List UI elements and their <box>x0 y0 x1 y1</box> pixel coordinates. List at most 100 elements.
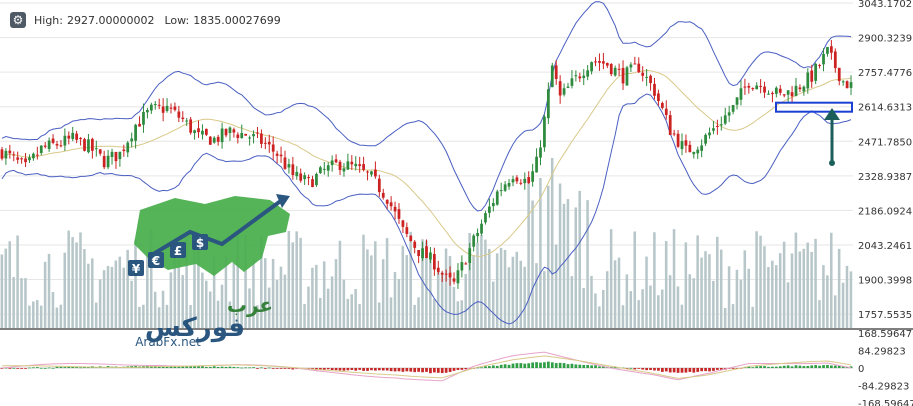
macd-bar <box>759 366 762 368</box>
volume-bar <box>723 307 727 328</box>
volume-bar <box>393 271 397 328</box>
candle-body <box>181 117 185 120</box>
candle-body <box>657 93 660 102</box>
volume-bar <box>98 279 102 328</box>
candle-body <box>244 133 248 136</box>
volume-bar <box>330 276 334 328</box>
volume-bar <box>346 298 350 328</box>
volume-bar <box>672 229 676 328</box>
macd-bar <box>566 364 570 368</box>
candle-body <box>539 147 542 158</box>
volume-bar <box>696 235 699 328</box>
macd-bar <box>405 368 409 372</box>
macd-bar <box>700 368 704 372</box>
macd-bar <box>590 365 593 368</box>
volume-bar <box>472 255 475 328</box>
candle-body <box>279 154 283 157</box>
candle-body <box>20 158 23 160</box>
macd-bar <box>637 368 641 369</box>
macd-bar <box>8 368 12 369</box>
macd-bar <box>653 368 656 371</box>
candle-body <box>165 105 169 111</box>
chart-header: ⚙ High: 2927.00000002 Low: 1835.00027699 <box>10 10 291 30</box>
macd-bar <box>664 368 668 372</box>
candle-body <box>837 67 841 81</box>
macd-bar <box>480 367 483 369</box>
macd-bar <box>582 364 586 368</box>
macd-bar <box>322 368 326 370</box>
volume-bar <box>692 278 695 328</box>
macd-bar <box>539 362 542 368</box>
dollar-icon <box>192 234 208 250</box>
candle-body <box>346 161 350 170</box>
volume-bar <box>118 256 122 328</box>
candle-body <box>696 149 700 154</box>
volume-bar <box>279 266 283 328</box>
volume-bar <box>586 200 589 328</box>
volume-bar <box>578 190 581 328</box>
candle-body <box>381 192 385 198</box>
candle-body <box>771 92 774 95</box>
macd-bar <box>20 368 23 369</box>
volume-bar <box>326 288 330 328</box>
candle-body <box>507 182 511 187</box>
macd-bar <box>169 366 173 368</box>
volume-bar <box>397 278 401 328</box>
volume-bar <box>637 300 640 328</box>
macd-bar <box>55 366 59 368</box>
candle-body <box>747 85 751 88</box>
candle-body <box>401 220 405 227</box>
macd-bar <box>401 368 405 372</box>
volume-bar <box>208 291 212 328</box>
volume-bar <box>169 272 173 328</box>
volume-bar <box>719 249 723 328</box>
volume-bar <box>303 303 306 328</box>
volume-bar <box>712 280 715 328</box>
macd-bar <box>71 366 75 368</box>
macd-bar <box>763 366 766 368</box>
candle-body <box>59 145 63 147</box>
macd-bar <box>334 368 338 371</box>
candle-body <box>774 87 778 94</box>
volume-bar <box>743 250 747 328</box>
macd-bar <box>181 366 185 368</box>
volume-bar <box>299 237 302 328</box>
candle-body <box>370 171 373 175</box>
macd-bar <box>291 368 295 370</box>
candle-body <box>814 63 818 81</box>
support-highlight-box <box>775 101 853 113</box>
macd-bar <box>798 365 802 368</box>
volume-bar <box>228 301 232 328</box>
macd-bar <box>578 364 582 368</box>
candle-body <box>562 88 566 95</box>
candle-body <box>830 46 833 53</box>
macd-bar <box>731 368 735 369</box>
volume-bar <box>605 271 609 328</box>
volume-bar <box>621 305 625 328</box>
candle-body <box>802 86 806 92</box>
volume-bar <box>849 271 853 328</box>
volume-bar <box>165 304 169 328</box>
volume-bar <box>739 279 743 328</box>
macd-bar <box>417 368 421 372</box>
candle-body <box>613 67 617 76</box>
candle-body <box>94 148 98 150</box>
volume-bar <box>322 261 326 328</box>
candle-body <box>212 137 216 143</box>
moving-average <box>1 69 852 257</box>
candle-body <box>464 263 468 265</box>
macd-signal-line <box>1 355 852 379</box>
candle-body <box>472 235 476 247</box>
volume-bar <box>67 230 70 328</box>
volume-bar <box>778 253 782 328</box>
candle-body <box>841 81 845 83</box>
candle-body <box>460 262 464 271</box>
candle-body <box>503 184 507 191</box>
volume-bar <box>774 265 778 328</box>
macd-bar <box>51 367 55 369</box>
gear-icon[interactable]: ⚙ <box>10 12 26 28</box>
volume-bar <box>491 281 495 328</box>
volume-bar <box>283 274 287 328</box>
